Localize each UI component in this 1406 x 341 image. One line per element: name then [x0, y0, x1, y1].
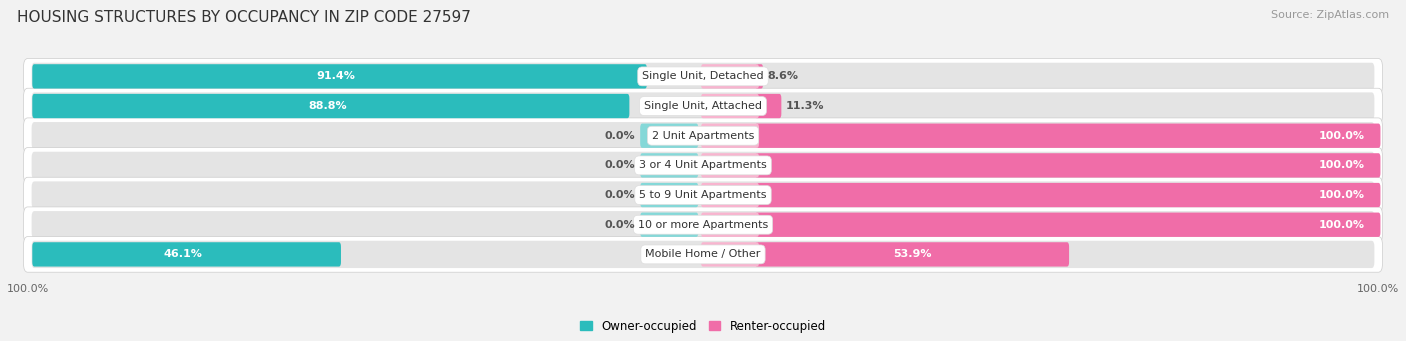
- FancyBboxPatch shape: [31, 122, 1375, 149]
- Text: 46.1%: 46.1%: [165, 249, 202, 260]
- Text: 53.9%: 53.9%: [893, 249, 931, 260]
- FancyBboxPatch shape: [24, 88, 1382, 124]
- Text: Mobile Home / Other: Mobile Home / Other: [645, 249, 761, 260]
- Text: 91.4%: 91.4%: [316, 71, 356, 81]
- FancyBboxPatch shape: [31, 63, 1375, 90]
- Legend: Owner-occupied, Renter-occupied: Owner-occupied, Renter-occupied: [575, 315, 831, 338]
- FancyBboxPatch shape: [702, 64, 759, 89]
- Text: 0.0%: 0.0%: [605, 190, 636, 200]
- Text: 0.0%: 0.0%: [605, 160, 636, 170]
- Text: 11.3%: 11.3%: [786, 101, 824, 111]
- FancyBboxPatch shape: [31, 241, 1375, 268]
- FancyBboxPatch shape: [702, 153, 759, 178]
- Text: 10 or more Apartments: 10 or more Apartments: [638, 220, 768, 230]
- Text: 100.0%: 100.0%: [1319, 160, 1365, 170]
- FancyBboxPatch shape: [24, 237, 1382, 272]
- FancyBboxPatch shape: [755, 94, 782, 118]
- FancyBboxPatch shape: [31, 152, 1375, 179]
- FancyBboxPatch shape: [640, 183, 699, 207]
- Text: 88.8%: 88.8%: [308, 101, 347, 111]
- FancyBboxPatch shape: [755, 183, 1381, 207]
- FancyBboxPatch shape: [32, 64, 647, 89]
- FancyBboxPatch shape: [24, 118, 1382, 153]
- FancyBboxPatch shape: [755, 123, 1381, 148]
- FancyBboxPatch shape: [702, 242, 759, 267]
- FancyBboxPatch shape: [640, 212, 699, 237]
- FancyBboxPatch shape: [702, 212, 759, 237]
- Text: 100.0%: 100.0%: [1319, 131, 1365, 141]
- Text: 100.0%: 100.0%: [1319, 190, 1365, 200]
- FancyBboxPatch shape: [24, 207, 1382, 242]
- FancyBboxPatch shape: [755, 212, 1381, 237]
- FancyBboxPatch shape: [31, 181, 1375, 209]
- Text: 5 to 9 Unit Apartments: 5 to 9 Unit Apartments: [640, 190, 766, 200]
- Text: 0.0%: 0.0%: [605, 131, 636, 141]
- FancyBboxPatch shape: [755, 242, 1069, 267]
- FancyBboxPatch shape: [32, 94, 630, 118]
- FancyBboxPatch shape: [640, 123, 699, 148]
- Text: 3 or 4 Unit Apartments: 3 or 4 Unit Apartments: [640, 160, 766, 170]
- FancyBboxPatch shape: [24, 59, 1382, 94]
- Text: 8.6%: 8.6%: [768, 71, 799, 81]
- FancyBboxPatch shape: [755, 153, 1381, 178]
- FancyBboxPatch shape: [31, 211, 1375, 238]
- Text: 0.0%: 0.0%: [605, 220, 636, 230]
- Text: 2 Unit Apartments: 2 Unit Apartments: [652, 131, 754, 141]
- Text: Single Unit, Attached: Single Unit, Attached: [644, 101, 762, 111]
- FancyBboxPatch shape: [24, 177, 1382, 213]
- Text: 100.0%: 100.0%: [1319, 220, 1365, 230]
- FancyBboxPatch shape: [702, 183, 759, 207]
- FancyBboxPatch shape: [702, 94, 759, 118]
- FancyBboxPatch shape: [640, 153, 699, 178]
- Text: Source: ZipAtlas.com: Source: ZipAtlas.com: [1271, 10, 1389, 20]
- FancyBboxPatch shape: [755, 64, 763, 89]
- FancyBboxPatch shape: [31, 92, 1375, 120]
- FancyBboxPatch shape: [32, 242, 342, 267]
- FancyBboxPatch shape: [24, 148, 1382, 183]
- Text: Single Unit, Detached: Single Unit, Detached: [643, 71, 763, 81]
- Text: HOUSING STRUCTURES BY OCCUPANCY IN ZIP CODE 27597: HOUSING STRUCTURES BY OCCUPANCY IN ZIP C…: [17, 10, 471, 25]
- FancyBboxPatch shape: [702, 123, 759, 148]
